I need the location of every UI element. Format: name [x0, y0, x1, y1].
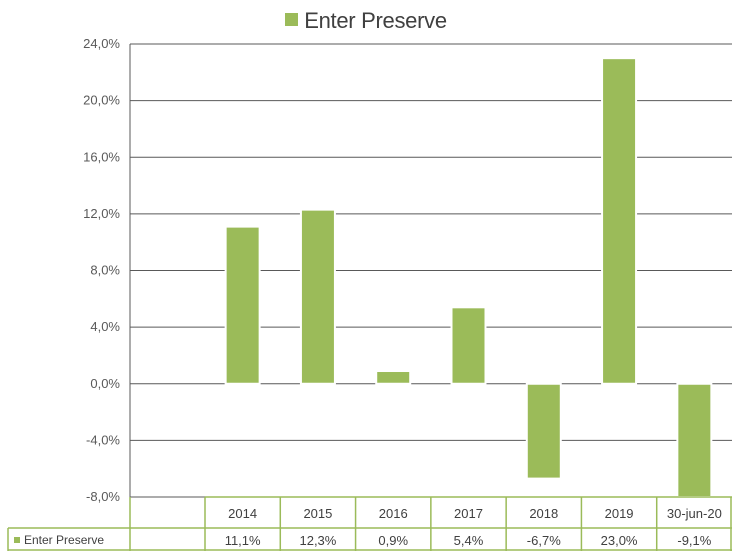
bar — [375, 370, 412, 385]
series-row-label: Enter Preserve — [24, 533, 104, 547]
bar — [601, 57, 638, 385]
category-label: 2016 — [379, 506, 408, 521]
category-label: 2018 — [529, 506, 558, 521]
y-axis-ticks: 24,0% 20,0% 16,0% 12,0% 8,0% 4,0% 0,0% -4,0% -8,… — [83, 36, 120, 504]
category-label: 2019 — [605, 506, 634, 521]
data-label: 23,0% — [601, 533, 638, 548]
bar — [676, 382, 713, 498]
category-label: 30-jun-20 — [667, 506, 722, 521]
y-tick-label: 12,0% — [83, 206, 120, 221]
y-tick-label: 16,0% — [83, 149, 120, 164]
bar — [224, 225, 261, 385]
data-label: -9,1% — [677, 533, 711, 548]
data-label: 5,4% — [454, 533, 484, 548]
y-tick-label: 20,0% — [83, 93, 120, 108]
bar — [450, 306, 487, 385]
data-label: 0,9% — [378, 533, 408, 548]
bar — [525, 382, 562, 480]
y-tick-label: -8,0% — [86, 489, 120, 504]
chart-legend: Enter Preserve — [0, 8, 732, 34]
bars — [224, 57, 713, 498]
y-tick-label: -4,0% — [86, 432, 120, 447]
y-tick-label: 0,0% — [90, 376, 120, 391]
data-label: 12,3% — [299, 533, 336, 548]
bar — [299, 208, 336, 385]
data-table: 2014 11,1% 2015 12,3% 2016 0,9% 2017 5,4% 2018 -6… — [7, 496, 732, 551]
grid-lines — [129, 43, 732, 498]
legend-swatch — [285, 13, 299, 26]
y-tick-label: 4,0% — [90, 319, 120, 334]
data-label: -6,7% — [527, 533, 561, 548]
data-label: 11,1% — [225, 533, 261, 548]
category-label: 2014 — [228, 506, 257, 521]
category-label: 2015 — [303, 506, 332, 521]
legend-label: Enter Preserve — [304, 8, 447, 33]
category-label: 2017 — [454, 506, 483, 521]
y-tick-label: 8,0% — [90, 263, 120, 278]
y-tick-label: 24,0% — [83, 36, 120, 51]
row-legend-key — [14, 537, 20, 543]
